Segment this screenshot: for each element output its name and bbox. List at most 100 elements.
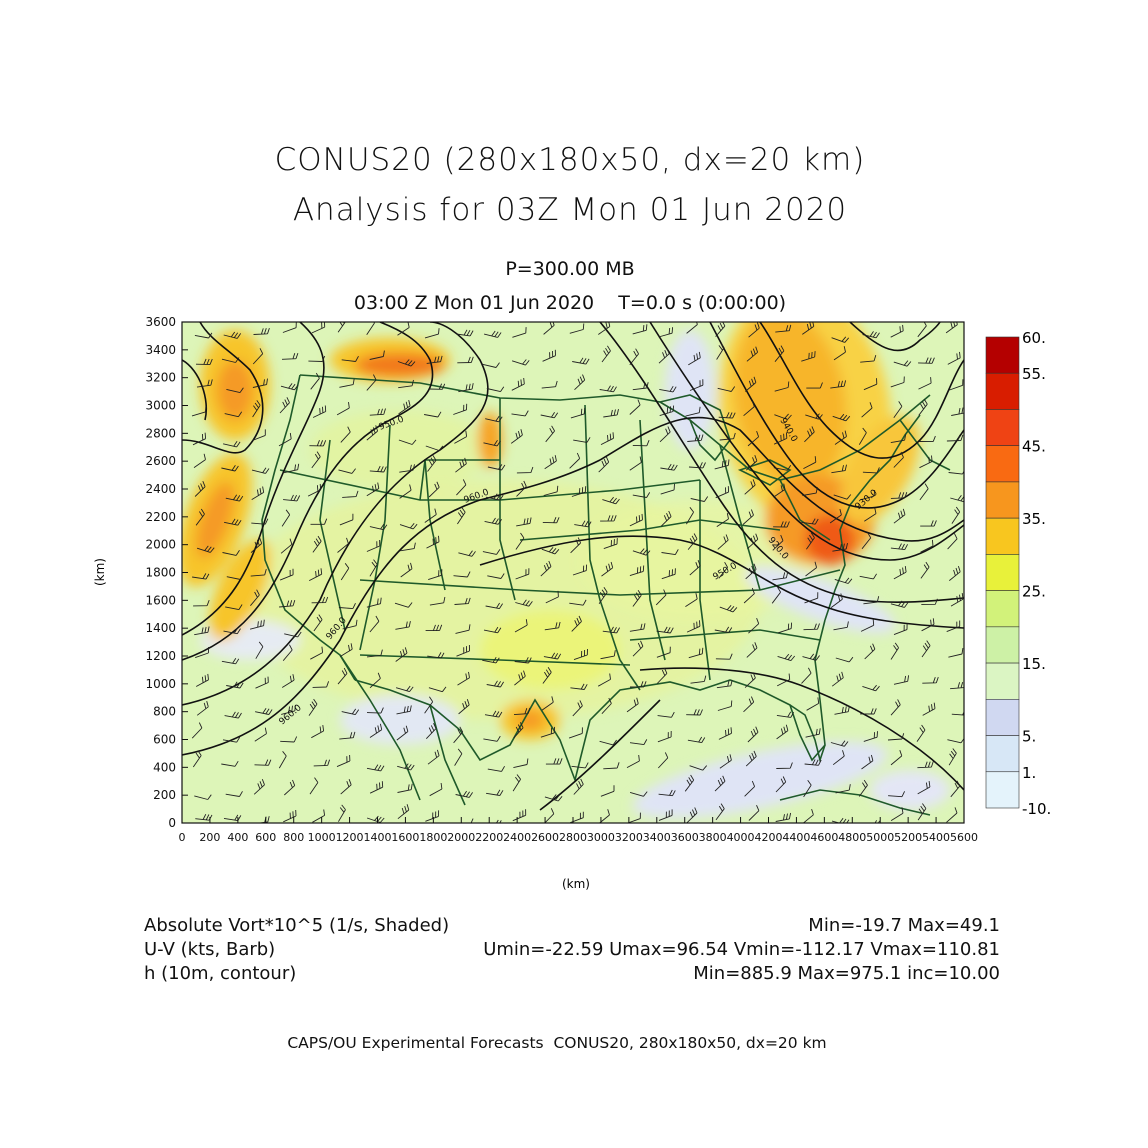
- wind-barb: [601, 345, 611, 363]
- wind-barb: [806, 697, 820, 711]
- wind-barb: [657, 711, 675, 718]
- wind-barb: [196, 545, 215, 553]
- wind-barb: [948, 748, 957, 766]
- wind-barb: [366, 482, 380, 497]
- wind-barb: [253, 779, 265, 795]
- wind-barb: [311, 725, 325, 739]
- wind-barb: [366, 707, 384, 714]
- wind-barb: [313, 614, 323, 632]
- wind-barb: [225, 494, 244, 502]
- wind-barb: [540, 411, 559, 419]
- wind-barb: [540, 560, 552, 577]
- wind-barb: [369, 465, 387, 473]
- wind-barb: [457, 507, 466, 525]
- wind-barb: [743, 696, 755, 713]
- wind-barb: [777, 622, 793, 634]
- wind-barb: [686, 507, 694, 525]
- wind-barb: [255, 641, 264, 659]
- wind-barb: [918, 357, 935, 364]
- wind-barb: [890, 750, 903, 766]
- wind-barb: [632, 382, 649, 391]
- wind-barb: [482, 656, 500, 664]
- wind-barb: [748, 322, 760, 338]
- wind-barb: [429, 596, 446, 606]
- wind-barb: [280, 383, 299, 391]
- wind-barb: [397, 783, 413, 793]
- wind-barb: [601, 561, 614, 577]
- wind-barb: [192, 573, 210, 580]
- wind-barb: [196, 379, 213, 388]
- wind-barb: [487, 573, 505, 579]
- wind-barb: [279, 599, 296, 608]
- wind-barb: [777, 653, 796, 662]
- wind-barb: [457, 671, 470, 686]
- wind-barb: [661, 568, 676, 580]
- wind-barb: [890, 642, 899, 660]
- field2-name: U-V (kts, Barb): [144, 939, 276, 960]
- wind-barb: [716, 679, 733, 689]
- wind-barb: [570, 537, 582, 554]
- wind-barb: [597, 673, 611, 687]
- wind-barb: [397, 359, 416, 367]
- wind-barb: [192, 432, 207, 446]
- wind-barb: [744, 479, 756, 495]
- wind-barb: [425, 723, 437, 740]
- wind-barb: [253, 327, 270, 335]
- wind-barb: [516, 480, 527, 497]
- colorbar-label: 15.: [1022, 655, 1046, 673]
- x-tick-label: 1000: [308, 831, 336, 844]
- wind-barb: [424, 411, 442, 418]
- wind-barb: [776, 711, 795, 718]
- wind-barb: [804, 426, 815, 443]
- wind-barb: [917, 803, 927, 821]
- wind-barb: [313, 759, 331, 767]
- wind-barb: [453, 571, 471, 578]
- wind-barb: [921, 598, 938, 606]
- wind-barb: [746, 455, 758, 471]
- x-tick-label: 4000: [727, 831, 755, 844]
- wind-barb: [486, 386, 505, 393]
- wind-barb: [893, 623, 908, 636]
- wind-barb: [545, 758, 563, 765]
- wind-barb: [599, 739, 617, 746]
- wind-barb: [339, 513, 354, 526]
- wind-barb: [629, 513, 643, 527]
- wind-barb: [308, 568, 323, 582]
- wind-barb: [802, 322, 815, 335]
- wind-barb: [510, 429, 523, 444]
- wind-barb: [804, 592, 819, 604]
- wind-barb: [742, 509, 754, 525]
- wind-barb: [861, 402, 873, 418]
- wind-barb: [776, 724, 789, 740]
- wind-barb: [862, 331, 880, 339]
- wind-barb: [453, 403, 468, 415]
- wind-barb: [251, 518, 269, 525]
- wind-barb: [948, 648, 964, 658]
- wind-barb: [920, 539, 934, 553]
- wind-barb: [629, 565, 645, 577]
- wind-barb: [950, 593, 964, 607]
- wind-barb: [776, 762, 793, 769]
- wind-barb: [893, 451, 904, 468]
- wind-barb: [629, 348, 639, 366]
- wind-barb: [835, 656, 854, 663]
- wind-barb: [397, 804, 410, 820]
- wind-barb: [687, 434, 704, 442]
- wind-barb: [543, 485, 559, 496]
- wind-barb: [570, 683, 588, 690]
- wind-barb: [483, 330, 502, 338]
- wind-barb: [398, 439, 417, 445]
- wind-barb: [747, 430, 760, 447]
- y-tick-label: 1800: [145, 566, 176, 580]
- colorbar-segment: [985, 372, 1020, 410]
- wind-barb: [718, 412, 736, 419]
- wind-barb: [398, 379, 414, 389]
- wind-barb: [458, 699, 470, 715]
- x-tick-label: 5200: [894, 831, 922, 844]
- wind-barb: [340, 643, 353, 657]
- wind-barb: [366, 425, 379, 441]
- wind-barb: [598, 456, 610, 473]
- wind-barb: [715, 486, 730, 499]
- wind-barb: [456, 818, 474, 823]
- y-tick-label: 1600: [145, 593, 176, 607]
